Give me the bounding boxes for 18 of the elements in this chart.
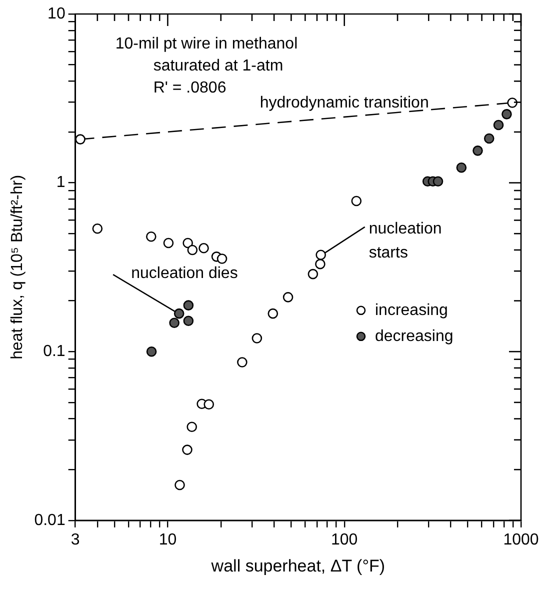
x-tick-label: 10 xyxy=(158,531,177,548)
annotation: saturated at 1-atm xyxy=(153,57,284,74)
x-axis-title: wall superheat, ΔT (°F) xyxy=(210,556,386,576)
y-tick-label: 1 xyxy=(56,174,66,192)
legend-label: increasing xyxy=(375,302,448,319)
y-tick-label: 0.1 xyxy=(43,343,66,360)
y-tick-label: 10 xyxy=(48,5,66,22)
x-tick-label: 100 xyxy=(331,531,358,548)
annotation: R' = .0806 xyxy=(153,79,226,96)
annotation: nucleation starts xyxy=(368,220,442,262)
annotation: hydrodynamic transition xyxy=(260,94,429,112)
y-axis-title: heat flux, q (10⁵ Btu/ft²-hr) xyxy=(9,174,26,360)
annotation: 10-mil pt wire in methanol xyxy=(115,35,298,52)
y-tick-label: 0.01 xyxy=(34,512,66,529)
x-tick-label: 1000 xyxy=(503,531,539,548)
annotation: nucleation dies xyxy=(131,264,238,282)
legend-label: decreasing xyxy=(375,328,454,345)
x-tick-label: 3 xyxy=(70,531,80,548)
